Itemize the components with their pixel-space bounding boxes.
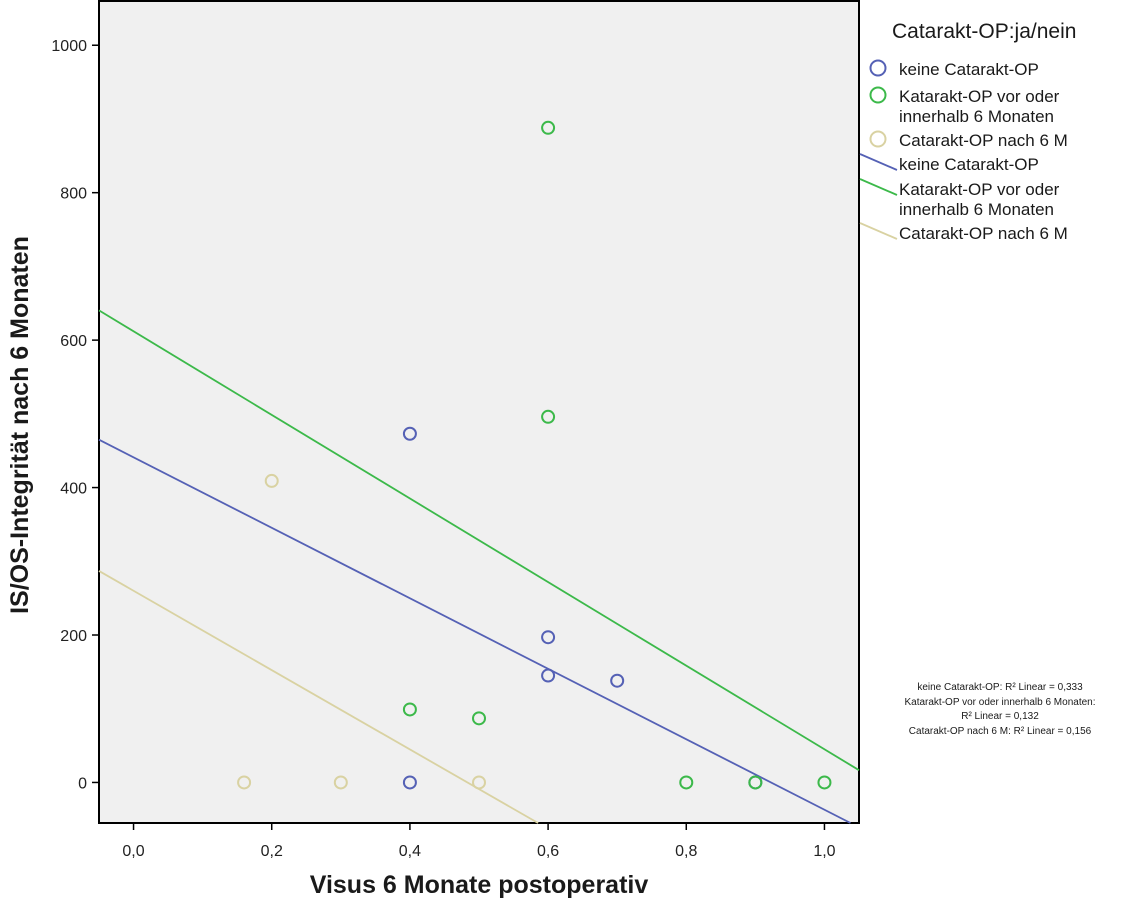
- fit-line: [98, 309, 860, 771]
- data-point: [472, 775, 486, 790]
- legend-label: innerhalb 6 Monaten: [899, 107, 1054, 126]
- data-point: [748, 775, 763, 790]
- y-tick-label: 600: [60, 333, 87, 350]
- legend-marker: [869, 86, 887, 104]
- legend-title: Catarakt-OP:ja/nein: [892, 20, 1076, 43]
- legend-label: Catarakt-OP nach 6 M: [899, 224, 1068, 243]
- legend-label: Katarakt-OP vor oder: [899, 180, 1060, 199]
- data-point: [679, 775, 694, 790]
- legend-label: Katarakt-OP vor oder: [899, 87, 1060, 106]
- data-point: [237, 775, 252, 790]
- r2-annotation: Catarakt-OP nach 6 M: R² Linear = 0,156: [909, 726, 1092, 737]
- legend-line-swatch: [859, 178, 898, 196]
- y-tick-label: 0: [78, 775, 87, 792]
- x-tick-label: 0,6: [537, 843, 559, 860]
- y-tick-label: 400: [60, 481, 87, 498]
- legend-label: innerhalb 6 Monaten: [899, 200, 1054, 219]
- legend-label: Catarakt-OP nach 6 M: [899, 131, 1068, 150]
- legend-label: keine Catarakt-OP: [899, 60, 1039, 79]
- data-point: [402, 702, 417, 717]
- x-tick-label: 0,0: [122, 843, 144, 860]
- data-point: [610, 673, 625, 688]
- legend-line-swatch: [859, 153, 898, 171]
- data-point: [402, 775, 417, 790]
- r2-annotation: Katarakt-OP vor oder innerhalb 6 Monaten…: [904, 697, 1095, 708]
- y-axis-title: IS/OS-Integrität nach 6 Monaten: [6, 236, 34, 614]
- data-point: [817, 775, 832, 790]
- fit-line: [98, 570, 539, 824]
- data-point: [472, 711, 486, 726]
- y-tick-label: 1000: [51, 38, 87, 55]
- r2-annotation: R² Linear = 0,132: [961, 711, 1039, 722]
- x-tick-label: 0,8: [675, 843, 697, 860]
- data-point: [541, 630, 556, 645]
- data-point: [402, 426, 417, 441]
- x-tick-label: 0,4: [399, 843, 421, 860]
- legend-line-swatch: [859, 222, 898, 240]
- plot-area: [98, 0, 860, 824]
- y-tick-label: 800: [60, 186, 87, 203]
- data-point: [264, 473, 279, 488]
- data-point: [541, 409, 556, 424]
- legend-marker: [869, 59, 887, 77]
- data-point: [541, 120, 556, 135]
- x-tick-label: 1,0: [813, 843, 835, 860]
- r2-annotation: keine Catarakt-OP: R² Linear = 0,333: [917, 682, 1083, 693]
- x-tick-label: 0,2: [261, 843, 283, 860]
- data-point: [333, 775, 348, 790]
- x-axis-title: Visus 6 Monate postoperativ: [310, 871, 649, 899]
- legend-label: keine Catarakt-OP: [899, 155, 1039, 174]
- fit-line: [98, 438, 851, 824]
- legend-marker: [869, 130, 887, 148]
- data-point: [541, 668, 556, 683]
- y-tick-label: 200: [60, 628, 87, 645]
